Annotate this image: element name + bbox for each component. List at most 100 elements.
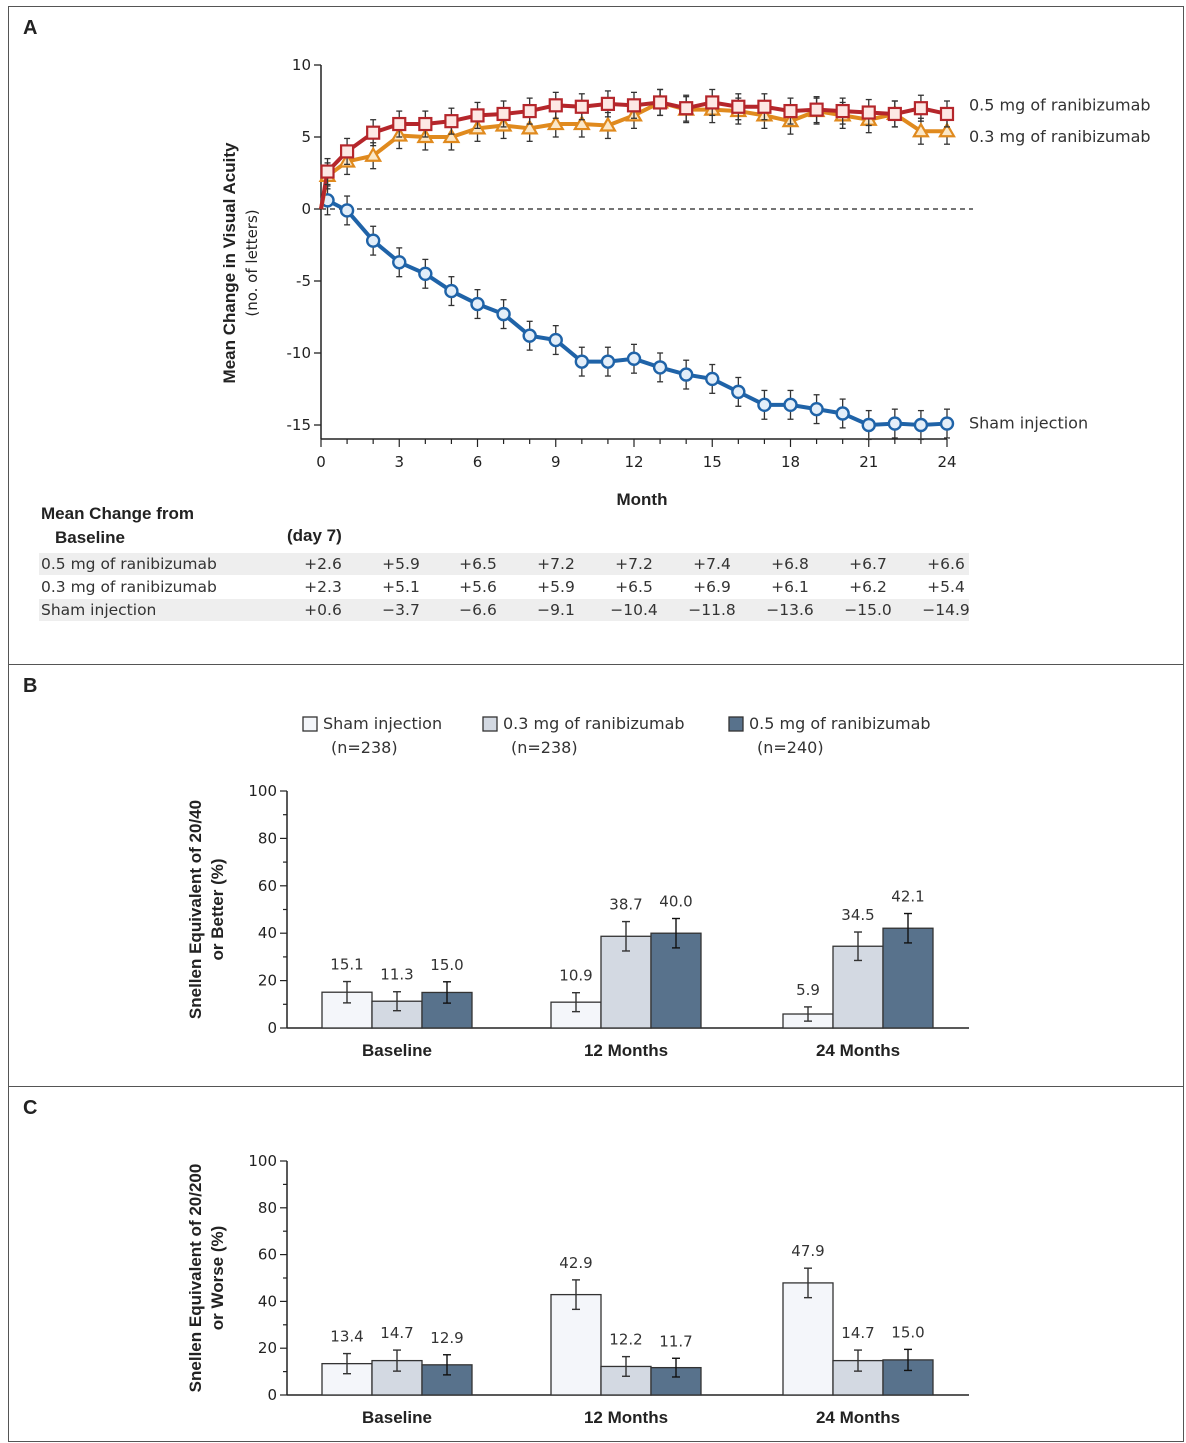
snellen-20-40-bar-chart: Sham injection (n=238) 0.3 mg of ranibizum… <box>186 714 969 1060</box>
panel-a: A 10 5 0 -5 -10 -15 0 3 6 9 12 15 18 21 24 Mean Change… <box>8 6 1184 664</box>
series-end-label: Sham injection <box>969 414 1088 433</box>
data-point-circle <box>913 417 929 433</box>
legend-n-label: (n=238) <box>331 738 398 757</box>
data-label: 13.4 <box>330 1328 363 1346</box>
data-point-circle <box>339 203 355 218</box>
legend-swatch <box>302 716 318 732</box>
data-point-circle <box>600 354 616 369</box>
data-point-circle <box>783 397 798 413</box>
y-tick-label: 10 <box>292 56 311 74</box>
visual-acuity-line-chart: 10 5 0 -5 -10 -15 0 3 6 9 12 15 18 21 24 Mean Change i… <box>39 56 1151 621</box>
y-tick-label: 20 <box>258 1339 277 1357</box>
data-point-square <box>652 95 668 110</box>
data-label: 42.1 <box>891 888 924 906</box>
bar <box>550 1293 602 1396</box>
data-label: 11.7 <box>659 1332 692 1350</box>
table-cell: −13.6 <box>766 601 814 619</box>
data-point-triangle <box>572 114 591 131</box>
table-cell: +7.2 <box>537 555 575 573</box>
panel-c-label: C <box>23 1097 38 1119</box>
bar <box>650 932 702 1029</box>
data-point-circle <box>809 401 824 417</box>
table-cell: +6.9 <box>693 578 731 596</box>
data-label: 15.0 <box>891 1323 924 1341</box>
data-point-circle <box>652 360 668 375</box>
y-tick-label: -10 <box>287 344 312 362</box>
bar-chart-bars: Baseline 15.1 11.3 15.0 12 Months 10.9 38.7 40.… <box>321 888 934 1060</box>
data-point-square <box>320 164 335 179</box>
table-cell: +6.5 <box>615 578 653 596</box>
line-chart-series-labels: 0.5 mg of ranibizumab 0.3 mg of ranibizum… <box>969 95 1151 432</box>
data-point-circle <box>757 397 772 413</box>
mean-change-table: Mean Change from Baseline (day 7) 0.5 mg… <box>39 504 970 621</box>
data-point-square <box>444 114 459 129</box>
data-point-square <box>705 95 720 110</box>
table-cell: −10.4 <box>610 601 658 619</box>
y-axis-label-line1: Snellen Equivalent of 20/200 <box>186 1164 205 1393</box>
series-end-label: 0.3 mg of ranibizumab <box>969 127 1151 146</box>
x-tick-label: 6 <box>473 453 483 471</box>
table-cell: −14.9 <box>922 601 970 619</box>
table-row-label: 0.3 mg of ranibizumab <box>41 578 217 596</box>
table-cell: +6.8 <box>771 555 809 573</box>
table-cell: +6.7 <box>849 555 887 573</box>
data-point-square <box>626 98 642 113</box>
data-point-circle <box>861 417 876 433</box>
x-tick-label: 18 <box>781 453 800 471</box>
table-cell: +6.6 <box>927 555 965 573</box>
data-point-circle <box>705 371 720 387</box>
series-line <box>326 198 948 428</box>
y-tick-label: -5 <box>296 272 311 290</box>
table-row-shade <box>39 553 969 575</box>
data-point-square <box>574 99 589 114</box>
table-cell: +2.6 <box>304 555 342 573</box>
panel-b: B Sham injection (n=238) 0.3 mg of ranibiz… <box>8 664 1184 1086</box>
data-point-square <box>913 101 929 116</box>
data-point-square <box>600 96 616 111</box>
bar <box>371 1359 423 1396</box>
legend-label: 0.3 mg of ranibizumab <box>503 714 685 733</box>
data-point-circle <box>626 351 642 366</box>
data-point-triangle <box>442 127 461 144</box>
data-point-square <box>392 116 407 132</box>
legend-swatch <box>728 716 744 732</box>
data-point-square <box>339 144 355 159</box>
category-label: Baseline <box>362 1041 432 1060</box>
table-cell: +2.3 <box>304 578 342 596</box>
data-point-triangle <box>520 119 539 135</box>
data-point-circle <box>496 306 511 322</box>
bar-chart-bars: Baseline 13.4 14.7 12.9 12 Months 42.9 12.2 11.… <box>321 1242 934 1427</box>
table-cell: +5.9 <box>537 578 575 596</box>
table-cell: +6.1 <box>771 578 809 596</box>
x-tick-label: 15 <box>703 453 722 471</box>
y-tick-label: 100 <box>248 1152 277 1170</box>
data-point-triangle <box>546 114 565 131</box>
data-label: 47.9 <box>791 1242 824 1260</box>
series-0 <box>319 88 955 210</box>
bar <box>882 927 934 1029</box>
snellen-20-200-bar-chart: 0 20 40 60 80 100 Baseline 13.4 14.7 12.9 12 Mont… <box>186 1152 969 1427</box>
data-point-square <box>835 103 850 119</box>
category-label: 12 Months <box>584 1041 668 1060</box>
y-tick-label: -15 <box>287 416 312 434</box>
legend-label: Sham injection <box>323 714 442 733</box>
line-chart-y-axis-label: Mean Change in Visual Acuity (no. of let… <box>220 142 261 383</box>
legend-n-label: (n=240) <box>757 738 824 757</box>
data-point-circle <box>574 354 590 369</box>
data-point-square <box>366 125 381 140</box>
data-point-circle <box>522 328 537 343</box>
x-tick-label: 3 <box>394 453 404 471</box>
data-point-circle <box>835 406 850 421</box>
table-cell: +5.1 <box>382 578 420 596</box>
data-point-circle <box>418 266 433 281</box>
data-point-square <box>470 108 485 123</box>
y-axis-label-line2: or Better (%) <box>208 858 227 960</box>
x-tick-label: 9 <box>551 453 561 471</box>
data-point-square <box>861 105 876 120</box>
y-tick-label: 80 <box>258 1199 277 1217</box>
y-axis-label-line1: Mean Change in Visual Acuity <box>220 142 239 383</box>
bar <box>782 1282 834 1396</box>
data-point-circle <box>548 332 563 348</box>
table-cell: +6.5 <box>459 555 497 573</box>
data-point-circle <box>887 416 903 431</box>
